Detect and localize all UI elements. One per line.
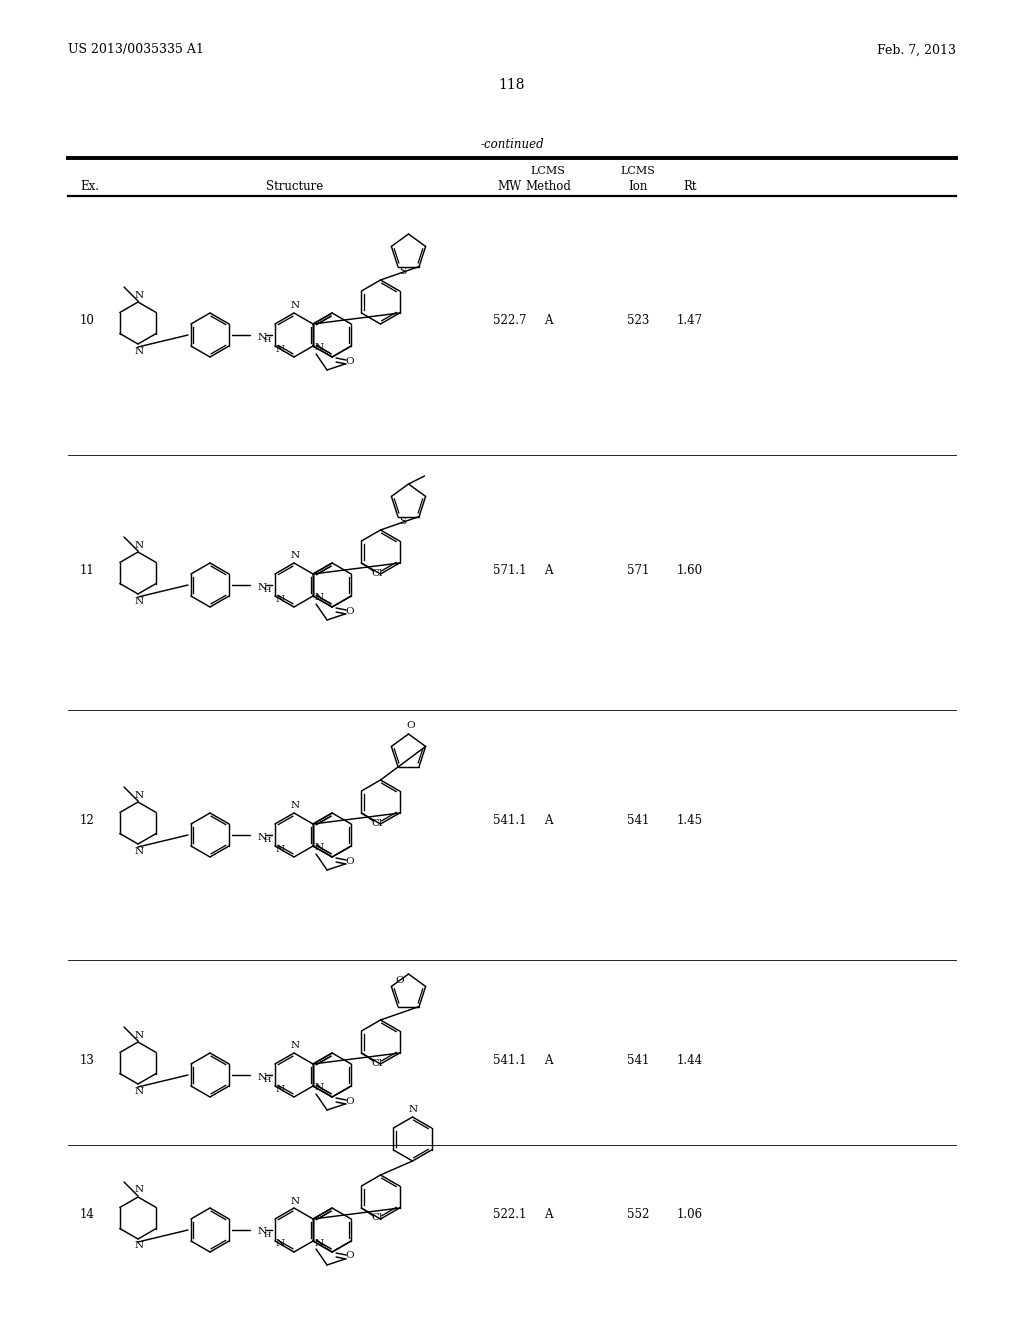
Text: 522.7: 522.7 [494, 314, 526, 326]
Text: N: N [134, 1185, 143, 1195]
Text: N: N [275, 1085, 285, 1093]
Text: N: N [134, 1031, 143, 1040]
Text: N: N [258, 833, 267, 842]
Text: 11: 11 [80, 564, 95, 577]
Text: 541: 541 [627, 1053, 649, 1067]
Text: Structure: Structure [266, 180, 324, 193]
Text: 541.1: 541.1 [494, 1053, 526, 1067]
Text: N: N [134, 846, 143, 855]
Text: S: S [399, 517, 407, 527]
Text: N: N [314, 343, 324, 352]
Text: 118: 118 [499, 78, 525, 92]
Text: O: O [346, 1251, 354, 1261]
Text: N: N [134, 597, 143, 606]
Text: H: H [264, 836, 271, 843]
Text: -continued: -continued [480, 139, 544, 152]
Text: US 2013/0035335 A1: US 2013/0035335 A1 [68, 44, 204, 57]
Text: A: A [544, 813, 552, 826]
Text: N: N [134, 1242, 143, 1250]
Text: N: N [314, 1084, 324, 1093]
Text: N: N [258, 1072, 267, 1081]
Text: H: H [264, 337, 271, 345]
Text: Cl: Cl [372, 818, 383, 828]
Text: N: N [134, 290, 143, 300]
Text: N: N [134, 540, 143, 549]
Text: LCMS: LCMS [530, 166, 565, 176]
Text: N: N [258, 582, 267, 591]
Text: 571.1: 571.1 [494, 564, 526, 577]
Text: 1.44: 1.44 [677, 1053, 703, 1067]
Text: Ion: Ion [629, 180, 648, 193]
Text: N: N [134, 1086, 143, 1096]
Text: Ex.: Ex. [80, 180, 99, 193]
Text: N: N [275, 1239, 285, 1249]
Text: N: N [275, 594, 285, 603]
Text: 541.1: 541.1 [494, 813, 526, 826]
Text: 13: 13 [80, 1053, 95, 1067]
Text: N: N [291, 552, 300, 561]
Text: 523: 523 [627, 314, 649, 326]
Text: 1.06: 1.06 [677, 1209, 703, 1221]
Text: Rt: Rt [683, 180, 696, 193]
Text: N: N [275, 345, 285, 354]
Text: O: O [346, 1097, 354, 1106]
Text: 12: 12 [80, 813, 95, 826]
Text: O: O [346, 606, 354, 615]
Text: Cl: Cl [372, 569, 383, 578]
Text: N: N [275, 845, 285, 854]
Text: O: O [407, 722, 415, 730]
Text: 552: 552 [627, 1209, 649, 1221]
Text: N: N [291, 1041, 300, 1051]
Text: N: N [258, 1228, 267, 1237]
Text: N: N [314, 1238, 324, 1247]
Text: A: A [544, 1053, 552, 1067]
Text: N: N [291, 301, 300, 310]
Text: 571: 571 [627, 564, 649, 577]
Text: LCMS: LCMS [621, 166, 655, 176]
Text: O: O [346, 356, 354, 366]
Text: O: O [346, 857, 354, 866]
Text: N: N [291, 1196, 300, 1205]
Text: N: N [134, 346, 143, 355]
Text: 1.47: 1.47 [677, 314, 703, 326]
Text: 1.45: 1.45 [677, 813, 703, 826]
Text: N: N [314, 843, 324, 853]
Text: H: H [264, 586, 271, 594]
Text: H: H [264, 1232, 271, 1239]
Text: Cl: Cl [372, 1059, 383, 1068]
Text: H: H [264, 1076, 271, 1084]
Text: 1.60: 1.60 [677, 564, 703, 577]
Text: Feb. 7, 2013: Feb. 7, 2013 [877, 44, 956, 57]
Text: N: N [314, 594, 324, 602]
Text: N: N [134, 791, 143, 800]
Text: A: A [544, 1209, 552, 1221]
Text: MW: MW [498, 180, 522, 193]
Text: 522.1: 522.1 [494, 1209, 526, 1221]
Text: A: A [544, 564, 552, 577]
Text: Cl: Cl [372, 1213, 383, 1222]
Text: 10: 10 [80, 314, 95, 326]
Text: O: O [395, 975, 403, 985]
Text: 541: 541 [627, 813, 649, 826]
Text: Method: Method [525, 180, 571, 193]
Text: A: A [544, 314, 552, 326]
Text: N: N [409, 1106, 418, 1114]
Text: S: S [399, 267, 407, 276]
Text: N: N [291, 801, 300, 810]
Text: N: N [258, 333, 267, 342]
Text: 14: 14 [80, 1209, 95, 1221]
